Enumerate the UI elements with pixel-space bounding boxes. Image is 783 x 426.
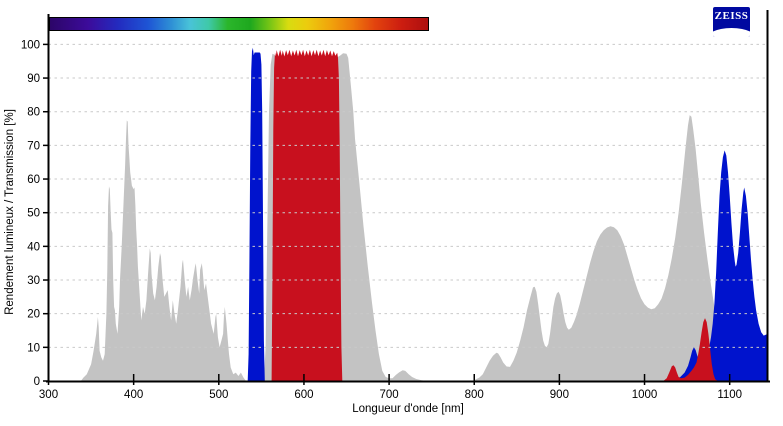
visible-spectrum-colorbar	[49, 17, 429, 31]
x-tick-label-500: 500	[209, 389, 228, 401]
y-tick-label-90: 90	[27, 73, 40, 85]
zeiss-logo-lens-shape	[713, 28, 750, 37]
y-tick-label-50: 50	[27, 208, 40, 220]
y-tick-label-40: 40	[27, 241, 40, 253]
y-tick-label-0: 0	[34, 376, 40, 388]
x-tick-label-700: 700	[379, 389, 398, 401]
x-tick-label-300: 300	[39, 389, 58, 401]
zeiss-logo: ZEISS	[713, 7, 750, 37]
lamp-spectrum-gray-area	[48, 53, 768, 381]
x-axis-title: Longueur d'onde [nm]	[352, 403, 464, 415]
x-tick-label-1100: 1100	[717, 389, 742, 401]
x-tick-label-800: 800	[465, 389, 484, 401]
zeiss-logo-text: ZEISS	[714, 10, 749, 22]
y-tick-label-20: 20	[27, 309, 40, 321]
x-tick-label-1000: 1000	[632, 389, 658, 401]
y-tick-label-100: 100	[21, 39, 40, 51]
y-axis-title: Rendement lumineux / Transmission [%]	[4, 109, 16, 315]
y-tick-label-10: 10	[27, 342, 40, 354]
x-tick-label-400: 400	[124, 389, 143, 401]
x-tick-label-900: 900	[550, 389, 569, 401]
y-tick-label-80: 80	[27, 107, 40, 119]
x-tick-label-600: 600	[294, 389, 313, 401]
y-tick-label-70: 70	[27, 140, 40, 152]
y-tick-label-30: 30	[27, 275, 40, 287]
y-tick-label-60: 60	[27, 174, 40, 186]
red-filter-transmission-area	[271, 49, 718, 382]
